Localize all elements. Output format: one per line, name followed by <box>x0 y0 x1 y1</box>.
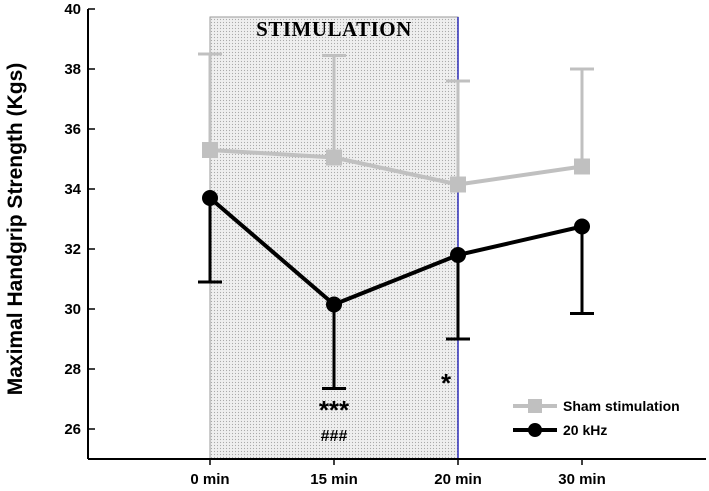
x-tick-label: 20 min <box>434 471 482 488</box>
data-point <box>450 247 466 263</box>
axes <box>87 9 706 460</box>
y-tick-label: 28 <box>64 361 81 378</box>
data-point <box>574 218 590 235</box>
series-line <box>209 148 583 187</box>
data-point <box>202 190 218 206</box>
y-axis-title: Maximal Handgrip Strength (Kgs) <box>4 63 27 396</box>
stimulation-label: STIMULATION <box>256 17 412 41</box>
y-tick-label: 38 <box>64 61 81 78</box>
legend-label: Sham stimulation <box>563 398 680 414</box>
y-tick-label: 32 <box>64 241 81 258</box>
x-tick-label: 15 min <box>310 471 358 488</box>
y-tick-label: 40 <box>64 1 81 18</box>
x-axis-ticks: 0 min 15 min 20 min 30 min <box>190 459 606 488</box>
x-tick-label: 0 min <box>190 471 229 488</box>
series-20khz <box>198 190 594 390</box>
series-layer <box>198 52 594 390</box>
x-tick-label: 30 min <box>558 471 606 488</box>
y-tick-label: 34 <box>64 181 81 198</box>
legend: Sham stimulation 20 kHz <box>513 398 680 438</box>
y-tick-label: 26 <box>64 421 81 438</box>
legend-marker <box>528 423 542 437</box>
y-tick-label: 36 <box>64 121 81 138</box>
significance-annotations: *** ### * <box>319 368 452 445</box>
data-point <box>450 176 466 193</box>
significance-marker: ### <box>321 428 348 445</box>
y-tick-label: 30 <box>64 301 81 318</box>
data-point <box>574 158 590 175</box>
legend-marker <box>528 399 542 413</box>
series-sham <box>198 52 594 193</box>
significance-marker: *** <box>319 395 350 425</box>
data-point <box>202 142 218 158</box>
y-axis-ticks: 26 28 30 32 34 36 38 40 <box>64 1 95 438</box>
series-line <box>208 196 583 307</box>
data-point <box>326 149 342 166</box>
significance-marker: * <box>441 368 452 398</box>
data-point <box>326 296 342 313</box>
legend-label: 20 kHz <box>563 422 607 438</box>
